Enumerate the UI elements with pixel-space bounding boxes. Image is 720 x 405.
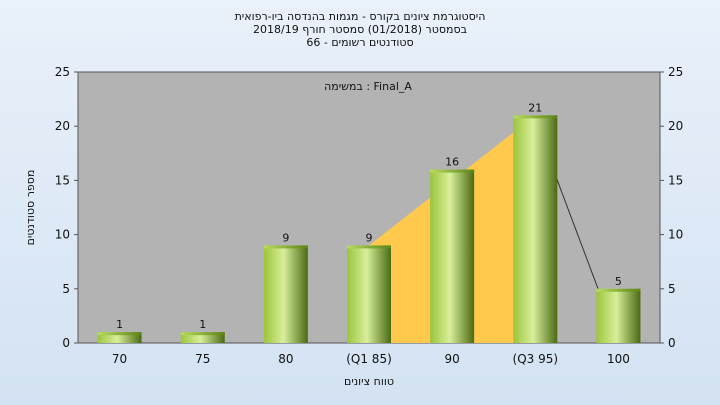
assignment-annotation: במשימה : Final_A bbox=[324, 80, 412, 93]
x-tick-label: 90 bbox=[445, 352, 460, 366]
data-label-70: 1 bbox=[116, 318, 123, 331]
data-label-75: 1 bbox=[199, 318, 206, 331]
y-tick-label-left: 5 bbox=[62, 282, 70, 296]
data-label-80: 9 bbox=[282, 231, 289, 244]
data-label-(Q1 85): 9 bbox=[366, 231, 373, 244]
y-tick-label-left: 25 bbox=[55, 65, 70, 79]
bar-70 bbox=[97, 332, 142, 343]
bar-cap-70 bbox=[97, 332, 142, 336]
bar-(Q1 85) bbox=[347, 245, 391, 343]
chart-title-line-2: בסמסטר (01/2018) סמסטר חורף 2018/19 bbox=[253, 23, 467, 36]
bar-cap-90 bbox=[430, 169, 475, 173]
y-tick-label-right: 20 bbox=[668, 119, 683, 133]
bar-100 bbox=[596, 288, 641, 343]
bar-75 bbox=[180, 332, 225, 343]
x-tick-label: 75 bbox=[195, 352, 210, 366]
chart-title-block: היסטוגרמת ציונים בקורס - מגמות בהנדסה בי… bbox=[0, 10, 720, 49]
y-tick-label-right: 5 bbox=[668, 282, 676, 296]
x-tick-label: (Q1 85) bbox=[346, 352, 392, 366]
bar-80 bbox=[263, 245, 308, 343]
x-tick-label: 80 bbox=[278, 352, 293, 366]
x-tick-label: 100 bbox=[607, 352, 630, 366]
data-label-(Q3 95): 21 bbox=[528, 101, 542, 114]
y-tick-label-left: 10 bbox=[55, 228, 70, 242]
y-tick-label-right: 10 bbox=[668, 228, 683, 242]
y-tick-label-left: 20 bbox=[55, 119, 70, 133]
bar-90 bbox=[430, 169, 475, 343]
y-tick-label-right: 15 bbox=[668, 173, 683, 187]
y-tick-label-right: 25 bbox=[668, 65, 683, 79]
y-axis-title: מספר סטודנטים bbox=[24, 170, 37, 246]
data-label-100: 5 bbox=[615, 275, 622, 288]
chart-title-line-3: סטודנטים רשומים - 66 bbox=[306, 36, 414, 49]
bar-(Q3 95) bbox=[513, 115, 558, 343]
y-tick-label-right: 0 bbox=[668, 336, 676, 350]
y-tick-label-left: 15 bbox=[55, 173, 70, 187]
bar-cap-75 bbox=[180, 332, 225, 336]
y-tick-label-left: 0 bbox=[62, 336, 70, 350]
chart-title-line-1: היסטוגרמת ציונים בקורס - מגמות בהנדסה בי… bbox=[234, 10, 486, 23]
x-tick-label: 70 bbox=[112, 352, 127, 366]
bar-cap-80 bbox=[263, 245, 308, 249]
bar-cap-100 bbox=[596, 288, 641, 292]
bar-cap-(Q1 85) bbox=[347, 245, 391, 249]
x-axis-title: טווח ציונים bbox=[344, 375, 394, 388]
x-tick-label: (Q3 95) bbox=[513, 352, 559, 366]
data-label-90: 16 bbox=[445, 156, 459, 169]
bar-cap-(Q3 95) bbox=[513, 115, 558, 119]
